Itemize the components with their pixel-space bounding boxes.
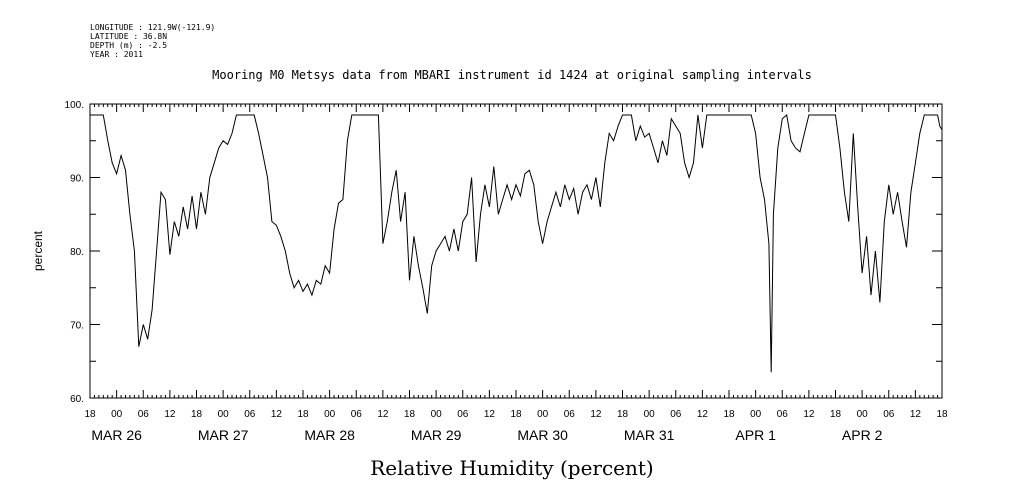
x-hour-label: 18 (936, 409, 948, 420)
x-date-label: MAR 31 (624, 427, 675, 443)
y-axis-label: percent (31, 230, 45, 271)
x-hour-label: 06 (351, 409, 363, 420)
x-hour-labels: 18 00 06 12 18 00 06 12 18 00 06 12 18 00 06 12 18 00 06 12… (84, 409, 948, 420)
year-text: YEAR : 2011 (90, 50, 143, 59)
x-hour-label: 18 (191, 409, 203, 420)
x-hour-label: 00 (324, 409, 336, 420)
x-date-label: MAR 27 (198, 427, 249, 443)
y-tick-label: 70. (70, 321, 84, 332)
x-hour-label: 00 (431, 409, 443, 420)
x-hour-label: 00 (644, 409, 656, 420)
x-hour-label: 12 (484, 409, 496, 420)
x-hour-label: 12 (590, 409, 602, 420)
x-hour-label: 00 (218, 409, 230, 420)
humidity-series-line (90, 114, 943, 373)
x-hour-label: 18 (404, 409, 416, 420)
x-hour-label: 18 (723, 409, 735, 420)
x-hour-label: 06 (670, 409, 682, 420)
x-hour-label: 12 (164, 409, 176, 420)
x-hour-label: 12 (377, 409, 389, 420)
x-axis-label: Relative Humidity (percent) (370, 456, 653, 480)
plot-frame (89, 103, 943, 399)
x-hour-label: 18 (510, 409, 522, 420)
x-hour-label: 18 (84, 409, 96, 420)
y-tick-labels: 60. 70. 80. 90. 100. (65, 100, 84, 405)
x-hour-label: 00 (537, 409, 549, 420)
x-hour-label: 06 (244, 409, 256, 420)
x-hour-label: 06 (883, 409, 895, 420)
x-hour-label: 06 (138, 409, 150, 420)
x-hour-label: 12 (271, 409, 283, 420)
longitude-text: LONGITUDE : 121.9W(-121.9) (90, 23, 215, 32)
x-hour-label: 12 (697, 409, 709, 420)
x-axis-ticks (89, 104, 943, 398)
x-date-label: MAR 28 (304, 427, 355, 443)
x-hour-label: 00 (857, 409, 869, 420)
x-hour-label: 18 (617, 409, 629, 420)
x-hour-label: 06 (457, 409, 469, 420)
x-hour-label: 12 (803, 409, 815, 420)
latitude-text: LATITUDE : 36.8N (90, 32, 167, 41)
y-tick-label: 80. (70, 247, 84, 258)
y-tick-label: 100. (65, 100, 84, 111)
x-hour-label: 12 (910, 409, 922, 420)
depth-text: DEPTH (m) : -2.5 (90, 41, 167, 50)
x-hour-label: 00 (750, 409, 762, 420)
x-hour-label: 18 (297, 409, 309, 420)
metadata-block: LONGITUDE : 121.9W(-121.9) LATITUDE : 36… (90, 23, 215, 59)
x-hour-label: 06 (777, 409, 789, 420)
x-date-labels: MAR 26 MAR 27 MAR 28 MAR 29 MAR 30 MAR 31 APR … (91, 427, 882, 443)
y-axis-ticks (90, 103, 942, 399)
x-date-label: MAR 26 (91, 427, 142, 443)
x-hour-label: 06 (564, 409, 576, 420)
x-hour-label: 18 (830, 409, 842, 420)
chart-title: Mooring M0 Metsys data from MBARI instru… (212, 68, 812, 82)
x-date-label: APR 1 (735, 427, 776, 443)
x-date-label: MAR 29 (411, 427, 462, 443)
y-tick-label: 60. (70, 394, 84, 405)
x-date-label: MAR 30 (517, 427, 568, 443)
x-hour-label: 00 (111, 409, 123, 420)
x-date-label: APR 2 (842, 427, 883, 443)
y-tick-label: 90. (70, 174, 84, 185)
